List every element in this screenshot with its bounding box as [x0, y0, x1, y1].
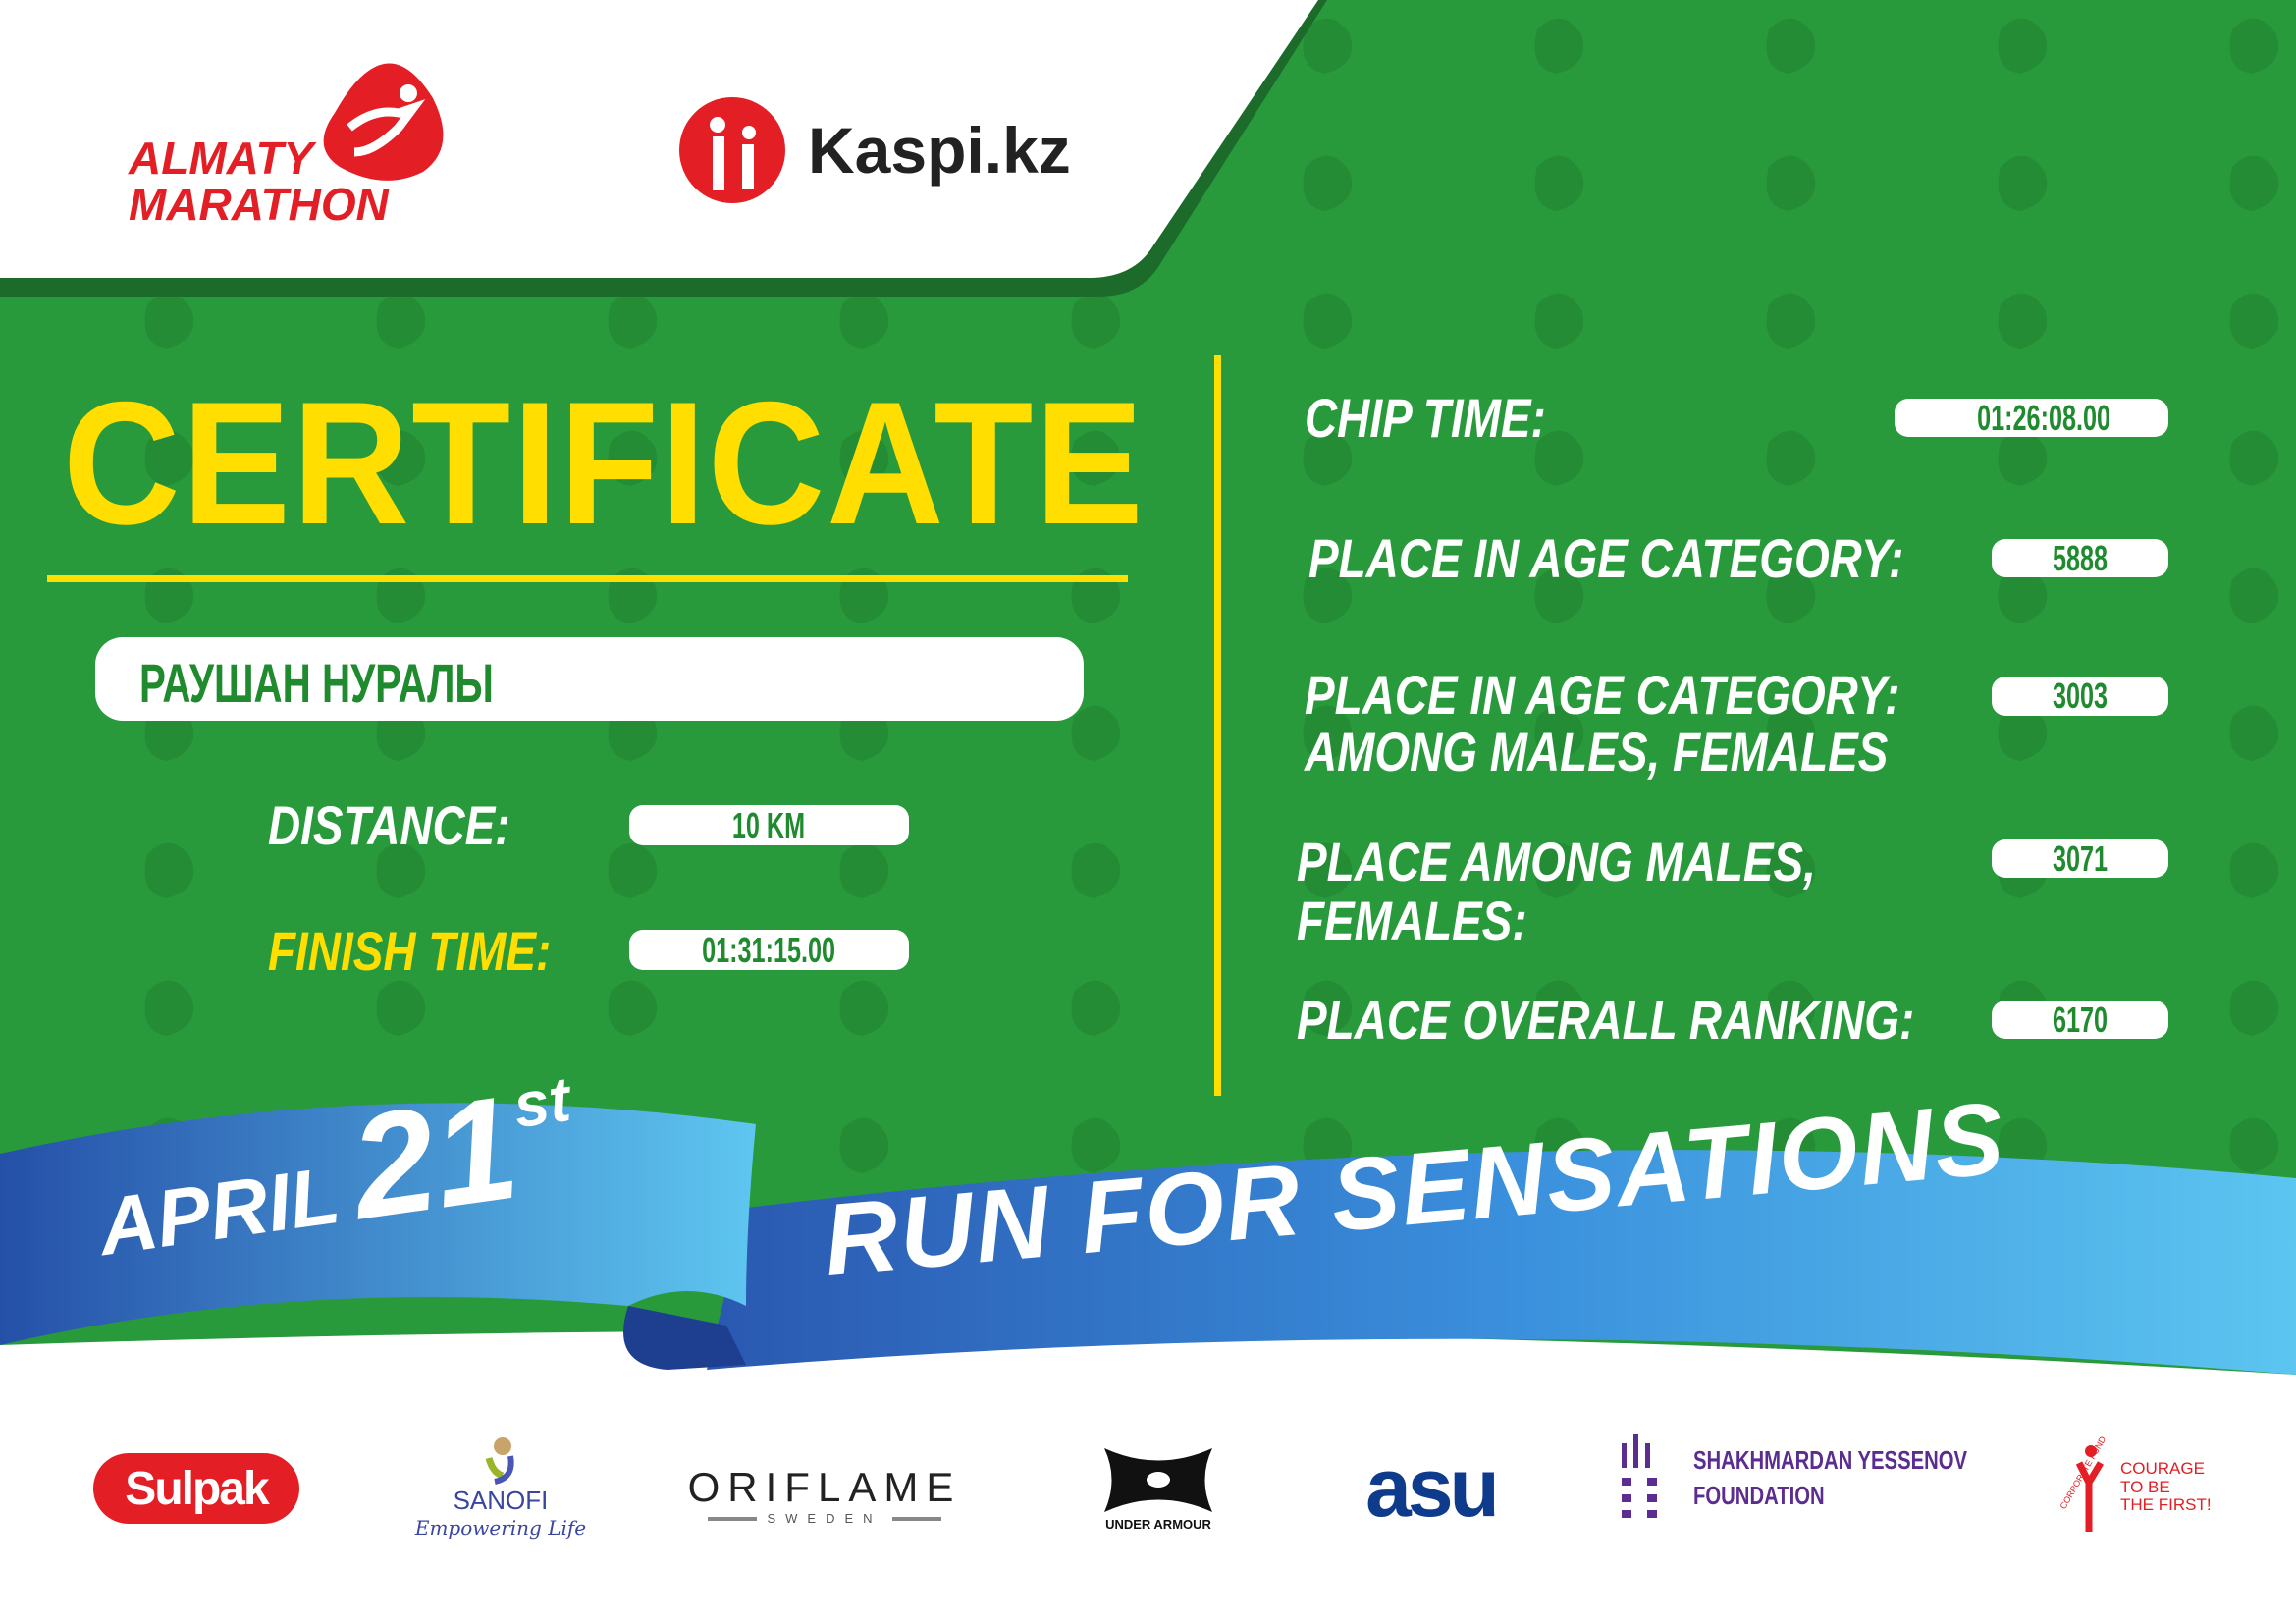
date-suffix: st: [508, 1063, 575, 1142]
age-gender-place-label-2: AMONG MALES, FEMALES: [1305, 721, 1889, 783]
date-day: 21: [342, 1063, 527, 1251]
title-underline: [47, 575, 1128, 582]
finish-time-value: 01:31:15.00: [629, 930, 909, 970]
overall-value: 6170: [1992, 1000, 2168, 1040]
sanofi-icon: [485, 1436, 514, 1485]
distance-label: DISTANCE:: [268, 794, 510, 856]
certificate-title: CERTIFICATE: [63, 365, 1146, 561]
marathon-text: MARATHON: [129, 179, 389, 230]
runner-icon: [323, 63, 444, 181]
age-gender-place-value: 3003: [1992, 676, 2168, 716]
under-armour-icon: [1104, 1448, 1212, 1512]
almaty-marathon-logo: ALMATY MARATHON: [129, 59, 453, 231]
sponsor-sulpak: Sulpak: [93, 1453, 299, 1524]
participant-name-box: РАУШАН НУРАЛЫ: [95, 637, 1084, 721]
almaty-text: ALMATY: [129, 133, 314, 184]
ribbon-fold: [623, 1306, 746, 1370]
sponsor-under-armour: UNDER ARMOUR: [1075, 1438, 1242, 1537]
sponsor-asu: asu: [1365, 1440, 1500, 1534]
sponsor-yessenov: SHAKHMARDAN YESSENOV FOUNDATION: [1620, 1434, 2045, 1522]
finish-time-label: FINISH TIME:: [268, 920, 552, 982]
ribbon-left: [0, 1103, 756, 1345]
sponsor-oriflame: ORIFLAME SWEDEN: [687, 1464, 962, 1526]
participant-name: РАУШАН НУРАЛЫ: [139, 652, 494, 714]
kaspi-text: Kaspi.kz: [808, 114, 1071, 187]
distance-value: 10 KM: [629, 805, 909, 845]
sponsor-courage-fund: CORPORATE FUND COURAGE TO BE THE FIRST!: [2052, 1435, 2212, 1537]
date-month: APRIL: [92, 1150, 346, 1273]
gender-place-label-2: FEMALES:: [1297, 890, 1527, 951]
yessenov-icon: [1622, 1434, 1657, 1518]
chip-time-value: 01:26:08.00: [1895, 398, 2168, 438]
chip-time-label: CHIP TIME:: [1305, 387, 1546, 449]
header-white: [0, 0, 1318, 278]
ribbon-right: [707, 1150, 2296, 1375]
divider-line: [1214, 355, 1221, 1096]
overall-label: PLACE OVERALL RANKING:: [1297, 989, 1915, 1051]
kaspi-logo: Kaspi.kz: [678, 95, 1071, 205]
kaspi-icon: [679, 97, 785, 203]
age-gender-place-label-1: PLACE IN AGE CATEGORY:: [1305, 664, 1900, 726]
courage-figure-icon: [2075, 1445, 2105, 1532]
sponsor-sanofi: SANOFI Empowering Life: [412, 1429, 589, 1546]
age-place-label: PLACE IN AGE CATEGORY:: [1308, 527, 1904, 589]
gender-place-label-1: PLACE AMONG MALES,: [1297, 831, 1816, 893]
gender-place-value: 3071: [1992, 839, 2168, 879]
age-place-value: 5888: [1992, 538, 2168, 578]
